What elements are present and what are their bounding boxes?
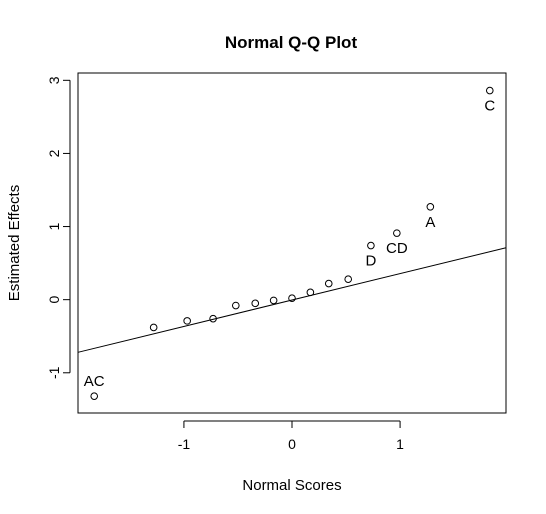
y-tick-label: 3 [46, 76, 62, 84]
y-tick-label: 1 [46, 222, 62, 230]
plot-frame [77, 72, 507, 414]
y-tick-label: -1 [46, 366, 62, 379]
point-label: A [425, 214, 435, 231]
point-label: CD [386, 240, 408, 257]
data-point [183, 317, 191, 325]
data-point [426, 203, 435, 211]
data-point [306, 288, 315, 297]
data-point [251, 299, 260, 308]
point-label: D [365, 253, 376, 270]
x-axis-label: Normal Scores [242, 477, 341, 494]
reference-line [77, 247, 507, 353]
x-tick-label: -1 [178, 436, 191, 452]
chart-title: Normal Q-Q Plot [225, 33, 358, 52]
data-points [90, 86, 494, 400]
data-point [149, 323, 158, 332]
x-axis: -1 0 1 [178, 420, 404, 452]
data-point [393, 229, 401, 237]
point-label: AC [84, 373, 105, 390]
data-point [367, 241, 375, 250]
y-tick-label: 2 [46, 149, 62, 157]
x-tick-label: 1 [396, 436, 404, 452]
data-point [324, 279, 333, 288]
y-tick-label: 0 [46, 296, 62, 304]
data-point [288, 294, 296, 303]
data-point [90, 392, 99, 400]
data-point [344, 275, 353, 283]
data-point [231, 301, 240, 310]
data-point [269, 296, 278, 305]
x-tick-label: 0 [288, 436, 296, 452]
point-label: C [484, 98, 495, 115]
y-axis-label: Estimated Effects [6, 185, 23, 301]
data-point [209, 314, 217, 323]
y-axis: -1 0 1 2 3 [46, 76, 71, 379]
data-point [485, 86, 494, 95]
